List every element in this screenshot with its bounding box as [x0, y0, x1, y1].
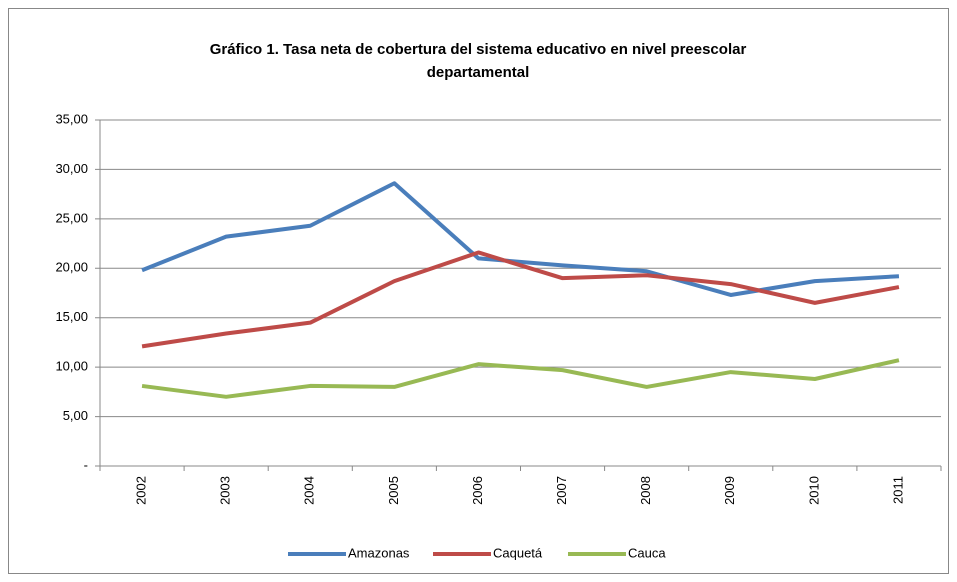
- y-tick-label: 20,00: [55, 260, 88, 275]
- x-tick-label: 2004: [302, 476, 317, 505]
- y-tick-label: 15,00: [55, 309, 88, 324]
- x-tick-label: 2009: [722, 476, 737, 505]
- y-tick-label: -: [84, 457, 88, 472]
- series-line: [141, 181, 900, 297]
- legend-label: Amazonas: [348, 545, 410, 560]
- x-tick-label: 2005: [386, 476, 401, 505]
- x-tick-label: 2003: [218, 476, 233, 505]
- x-tick-label: 2007: [554, 476, 569, 505]
- y-tick-label: 25,00: [55, 210, 88, 225]
- chart-title: Gráfico 1. Tasa neta de cobertura del si…: [210, 41, 747, 58]
- x-tick-label: 2011: [890, 476, 905, 504]
- y-tick-label: 10,00: [55, 359, 88, 374]
- chart-border: [8, 8, 949, 574]
- x-tick-label: 2006: [470, 476, 485, 505]
- y-tick-label: 35,00: [55, 111, 88, 126]
- series-line: [141, 358, 900, 399]
- series-line: [141, 250, 900, 349]
- legend-label: Caquetá: [493, 545, 543, 560]
- chart-title: departamental: [427, 64, 530, 81]
- legend-label: Cauca: [628, 545, 666, 560]
- x-tick-label: 2002: [133, 476, 148, 505]
- x-tick-label: 2008: [638, 476, 653, 505]
- y-tick-label: 30,00: [55, 161, 88, 176]
- x-tick-label: 2010: [806, 476, 821, 505]
- y-tick-label: 5,00: [63, 408, 88, 423]
